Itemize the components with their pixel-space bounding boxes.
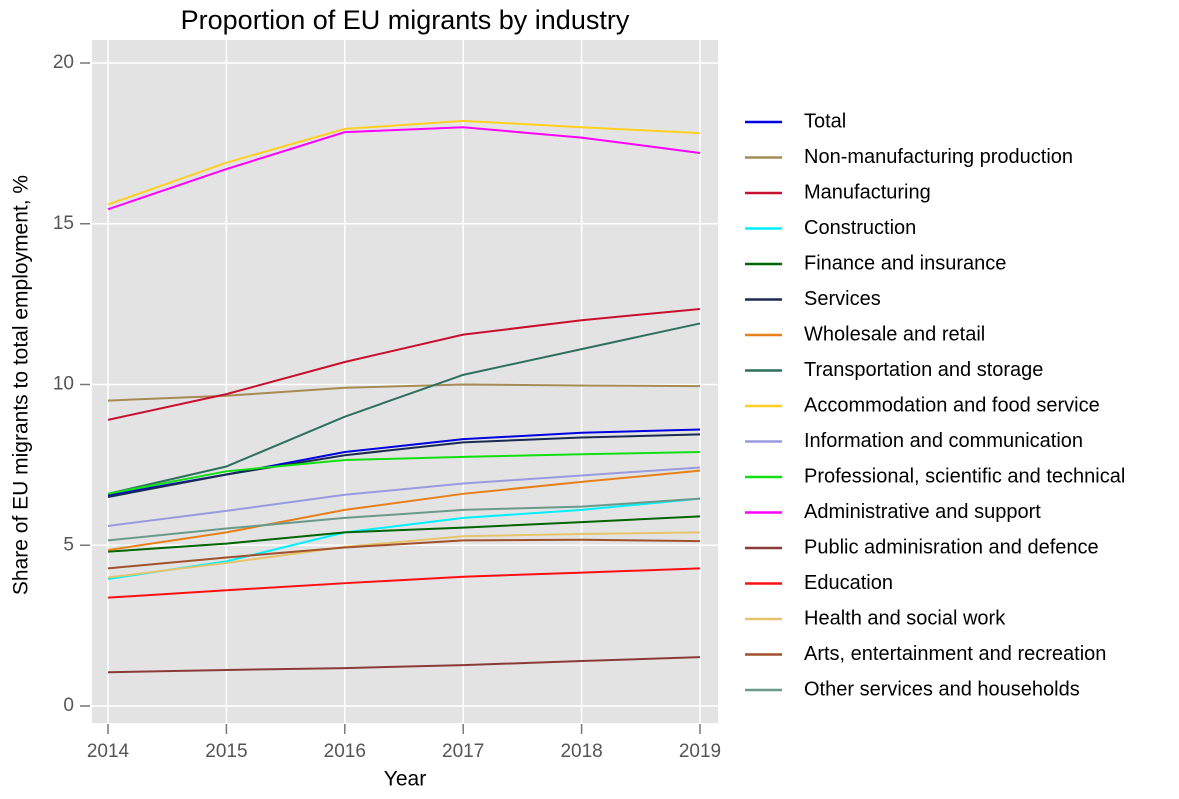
legend-label: Public adminisration and defence (804, 536, 1099, 558)
series-line (107, 531, 701, 579)
x-tick-label: 2018 (560, 741, 602, 762)
x-tick-label: 2016 (324, 741, 366, 762)
lines (107, 119, 701, 674)
y-tick-label: 0 (63, 695, 74, 716)
y-axis-label: Share of EU migrants to total employment… (10, 175, 33, 595)
series-line (107, 383, 701, 402)
legend-label: Construction (804, 217, 916, 239)
series-line (107, 322, 701, 495)
series-line (107, 307, 701, 421)
y-tick-label: 5 (63, 534, 74, 555)
x-tick-label: 2017 (442, 741, 484, 762)
series-line (107, 119, 701, 206)
x-axis-label: Year (384, 768, 426, 791)
legend: Total Non-manufacturing production Manufac… (745, 110, 1125, 700)
legend-label: Services (804, 288, 881, 310)
legend-label: Non-manufacturing production (804, 146, 1073, 168)
legend-label: Total (804, 110, 846, 132)
series-line (107, 433, 701, 499)
legend-label: Accommodation and food service (804, 394, 1100, 416)
legend-label: Health and social work (804, 607, 1006, 629)
series-line (107, 567, 701, 599)
series-line (107, 538, 701, 570)
series-line (107, 497, 701, 580)
legend-label: Education (804, 572, 893, 594)
legend-label: Professional, scientific and technical (804, 465, 1125, 487)
series-line (107, 515, 701, 553)
legend-label: Wholesale and retail (804, 323, 985, 345)
legend-label: Transportation and storage (804, 359, 1043, 381)
y-tick-label: 20 (53, 52, 74, 73)
x-tick-label: 2019 (679, 741, 721, 762)
grid: 0 5 10 15 20 2014 2015 2016 2017 2018 2019 (53, 40, 721, 762)
x-tick-label: 2015 (205, 741, 247, 762)
legend-label: Finance and insurance (804, 252, 1006, 274)
chart-title: Proportion of EU migrants by industry (181, 5, 630, 35)
series-line (107, 126, 701, 211)
legend-label: Information and communication (804, 430, 1083, 452)
x-tick-label: 2014 (87, 741, 130, 762)
plot-background (92, 40, 718, 723)
series-line (107, 497, 701, 542)
legend-label: Manufacturing (804, 181, 931, 203)
y-tick-label: 10 (53, 374, 74, 395)
legend-label: Administrative and support (804, 501, 1041, 523)
y-tick-label: 15 (53, 213, 74, 234)
series-line (107, 466, 701, 527)
series-line (107, 469, 701, 552)
series-line (107, 451, 701, 495)
legend-label: Arts, entertainment and recreation (804, 643, 1106, 665)
legend-label: Other services and households (804, 678, 1080, 700)
series-line (107, 656, 701, 674)
